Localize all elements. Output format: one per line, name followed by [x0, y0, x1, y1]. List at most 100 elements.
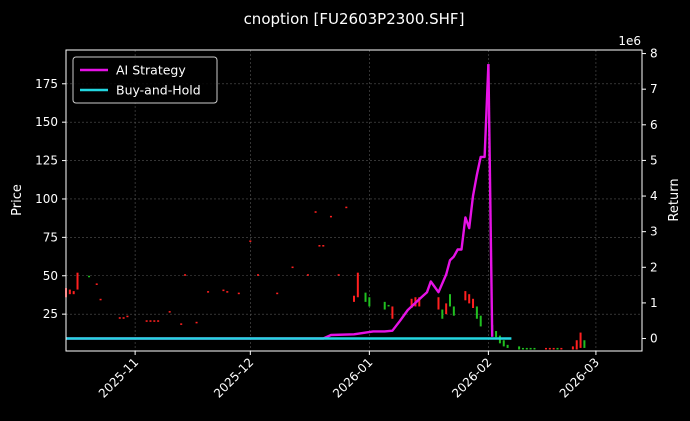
- y-tick-label: 100: [35, 192, 58, 206]
- legend-box: [72, 56, 218, 104]
- y2-tick-label: 7: [650, 82, 658, 96]
- candle: [356, 272, 359, 298]
- y-axis-ticks: 25 50 75 100 125 150 175: [35, 77, 66, 321]
- candle: [464, 291, 467, 301]
- candle: [368, 297, 371, 307]
- candle: [237, 292, 240, 295]
- y2-tick-label: 1: [650, 296, 658, 310]
- plot-area-frame: [65, 49, 643, 352]
- candle: [99, 298, 102, 301]
- candle: [153, 320, 156, 322]
- y2-tick-label: 8: [650, 47, 658, 61]
- candle: [502, 340, 505, 347]
- candle: [337, 274, 340, 276]
- candle: [579, 332, 582, 348]
- candle: [475, 306, 478, 319]
- candle: [552, 347, 555, 350]
- candle: [180, 323, 183, 325]
- candle: [495, 331, 498, 338]
- candle: [518, 346, 521, 350]
- candle: [314, 211, 317, 213]
- y-tick-label: 25: [43, 307, 58, 321]
- candle: [76, 272, 79, 290]
- candle: [449, 294, 451, 307]
- y-tick-label: 50: [43, 269, 58, 283]
- y2-tick-label: 5: [650, 153, 658, 167]
- candle: [391, 306, 394, 319]
- y2-tick-label: 4: [650, 189, 658, 203]
- candle: [95, 283, 98, 285]
- candle: [506, 344, 509, 348]
- candle: [126, 315, 129, 318]
- candle: [383, 301, 386, 310]
- series-line: [66, 64, 490, 340]
- candle: [168, 311, 171, 313]
- candle: [318, 245, 321, 247]
- candle: [548, 347, 551, 350]
- candle: [545, 347, 547, 350]
- candle: [583, 340, 586, 348]
- legend-label: AI Strategy: [116, 63, 186, 78]
- candle: [364, 292, 367, 302]
- y2-tick-label: 0: [650, 332, 658, 346]
- candle: [249, 240, 252, 242]
- y-tick-label: 125: [35, 154, 58, 168]
- candle: [88, 275, 91, 278]
- y2-tick-label: 6: [650, 118, 658, 132]
- candle: [149, 320, 152, 322]
- gridlines: [66, 50, 642, 351]
- legend: AI Strategy Buy-and-Hold: [72, 56, 218, 104]
- candle: [184, 274, 187, 276]
- candle: [329, 215, 332, 218]
- candle: [257, 274, 259, 276]
- candle: [195, 321, 198, 324]
- chart-title: cnoption [FU2603P2300.SHF]: [244, 10, 465, 28]
- candle: [322, 245, 325, 247]
- y2-axis-label: Return: [667, 178, 682, 221]
- y-tick-label: 175: [35, 77, 58, 91]
- candle: [556, 347, 559, 350]
- candle: [276, 292, 279, 295]
- candle: [575, 340, 578, 350]
- candle: [418, 297, 421, 307]
- y-axis-label: Price: [10, 184, 25, 216]
- candle: [291, 266, 294, 269]
- candle: [68, 289, 71, 295]
- candle: [472, 298, 475, 308]
- y2-axis-ticks: 0 1 2 3 4 5 6 7 8: [642, 47, 658, 346]
- candle: [525, 347, 528, 350]
- candle: [529, 347, 532, 350]
- candle: [560, 347, 563, 350]
- candle: [353, 295, 355, 302]
- y2-tick-label: 3: [650, 225, 658, 239]
- candle: [387, 304, 390, 307]
- series-line: [487, 64, 494, 337]
- candle: [207, 291, 210, 293]
- candle: [468, 294, 471, 304]
- candle: [533, 347, 536, 350]
- candle: [222, 289, 225, 292]
- candle: [452, 306, 455, 316]
- candle: [157, 320, 160, 322]
- candle: [345, 206, 348, 209]
- candle: [122, 317, 125, 319]
- y2-scale-note: 1e6: [618, 34, 641, 48]
- y-tick-label: 75: [43, 230, 58, 244]
- candle: [571, 346, 574, 350]
- candle: [410, 298, 413, 308]
- legend-label: Buy-and-Hold: [116, 83, 201, 98]
- candle: [521, 347, 524, 350]
- candle: [441, 309, 444, 319]
- candle: [306, 274, 309, 276]
- y2-tick-label: 2: [650, 260, 658, 274]
- y-tick-label: 150: [35, 115, 58, 129]
- series-lines: [66, 64, 512, 340]
- candle: [479, 315, 482, 327]
- candle: [118, 317, 121, 319]
- candle: [72, 291, 75, 295]
- candle: [226, 291, 229, 293]
- candle: [445, 303, 448, 315]
- candle: [145, 320, 148, 322]
- candle: [437, 297, 440, 310]
